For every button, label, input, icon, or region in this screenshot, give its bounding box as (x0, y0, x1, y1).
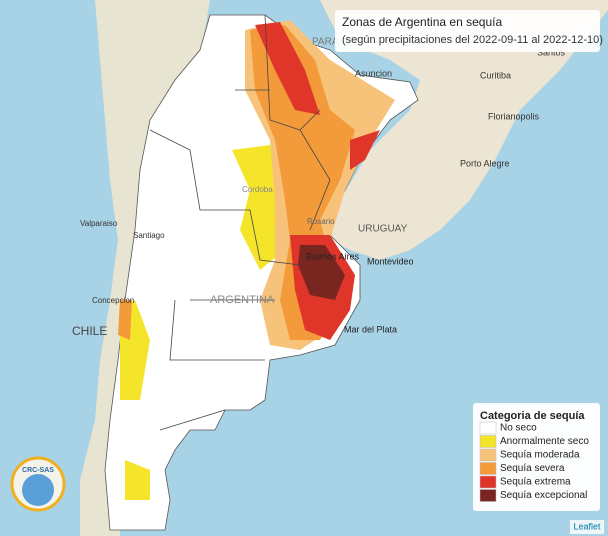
place-label: Santos (537, 47, 566, 57)
legend-label: Sequía moderada (500, 450, 580, 461)
place-label: ARGENTINA (210, 294, 275, 306)
drought-zones (118, 20, 395, 500)
legend-label: Sequía extrema (500, 477, 571, 488)
legend-swatch (479, 421, 497, 435)
legend-swatch (479, 489, 497, 502)
place-label: Porto Alegre (460, 158, 510, 168)
title: Zonas de Argentina en sequía (342, 15, 502, 29)
place-label: Mar del Plata (344, 324, 397, 334)
place-label: Rosario (307, 217, 335, 226)
subtitle: (según precipitaciones del 2022-09-11 al… (342, 34, 603, 46)
zone (120, 300, 150, 500)
legend (473, 403, 600, 511)
legend-label: No seco (500, 423, 537, 434)
legend-title: Categoria de sequía (480, 410, 585, 422)
place-label: Asuncion (355, 68, 392, 78)
zone (118, 300, 132, 340)
place-label: Cordoba (242, 185, 273, 194)
legend-swatch (479, 462, 497, 475)
place-label: Montevideo (367, 256, 414, 266)
place-label: Santiago (133, 231, 165, 240)
attribution-box (570, 520, 604, 534)
legend-swatch (479, 448, 497, 462)
place-label: Concepcion (92, 296, 134, 305)
place-label: CHILE (72, 324, 107, 338)
legend-label: Anormalmente seco (500, 436, 589, 447)
legend-swatch (479, 475, 497, 489)
land-uruguay (345, 210, 430, 260)
logo-globe (22, 474, 54, 506)
land-brazil (0, 0, 608, 260)
logo-text: CRC-SAS (22, 467, 54, 474)
province-borders (149, 14, 331, 431)
place-label: Curitiba (480, 70, 511, 80)
title-box (335, 10, 600, 52)
place-label: URUGUAY (358, 224, 408, 235)
attribution[interactable]: Leaflet (573, 521, 601, 531)
place-label: PARA (312, 37, 339, 48)
place-label: Florianopolis (488, 111, 540, 121)
legend-swatch (479, 435, 497, 448)
place-label: Valparaiso (80, 219, 118, 228)
legend-label: Sequía excepcional (500, 490, 587, 501)
place-label: Buenos Aires (306, 251, 360, 261)
zone (298, 245, 345, 300)
legend-label: Sequía severa (500, 463, 565, 474)
